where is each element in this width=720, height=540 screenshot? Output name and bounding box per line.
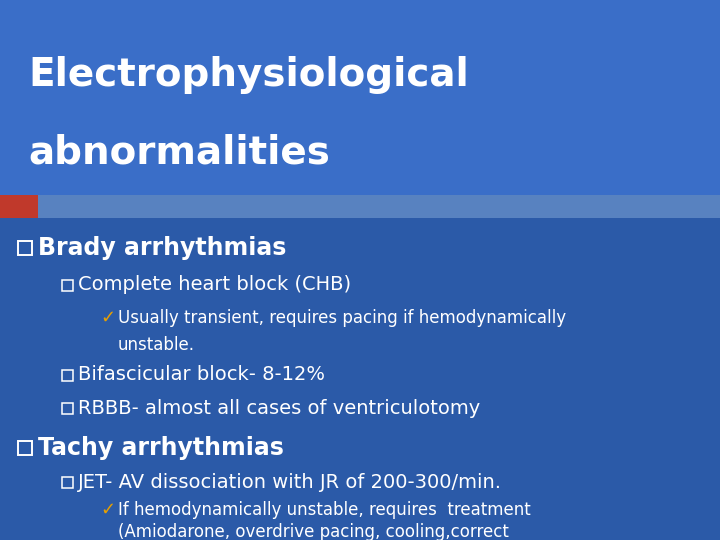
Text: Electrophysiological: Electrophysiological	[28, 56, 469, 94]
Text: ✓: ✓	[100, 501, 115, 519]
Text: (Amiodarone, overdrive pacing, cooling,correct: (Amiodarone, overdrive pacing, cooling,c…	[118, 523, 509, 540]
Text: JET- AV dissociation with JR of 200-300/min.: JET- AV dissociation with JR of 200-300/…	[78, 472, 502, 491]
Text: ✓: ✓	[100, 309, 115, 327]
Bar	[62, 402, 73, 414]
Bar	[18, 241, 32, 255]
Bar	[62, 369, 73, 381]
Text: Brady arrhythmias: Brady arrhythmias	[38, 236, 287, 260]
Text: If hemodynamically unstable, requires  treatment: If hemodynamically unstable, requires tr…	[118, 501, 531, 519]
Bar	[18, 441, 32, 455]
Bar	[0, 195, 38, 218]
Bar	[62, 476, 73, 488]
Bar	[0, 195, 720, 218]
Text: Tachy arrhythmias: Tachy arrhythmias	[38, 436, 284, 460]
Text: RBBB- almost all cases of ventriculotomy: RBBB- almost all cases of ventriculotomy	[78, 399, 480, 417]
Text: unstable.: unstable.	[118, 336, 195, 354]
Text: Usually transient, requires pacing if hemodynamically: Usually transient, requires pacing if he…	[118, 309, 566, 327]
Text: abnormalities: abnormalities	[28, 133, 330, 171]
Bar	[0, 0, 720, 200]
Text: Complete heart block (CHB): Complete heart block (CHB)	[78, 275, 351, 294]
Bar	[62, 280, 73, 291]
Text: Bifascicular block- 8-12%: Bifascicular block- 8-12%	[78, 366, 325, 384]
